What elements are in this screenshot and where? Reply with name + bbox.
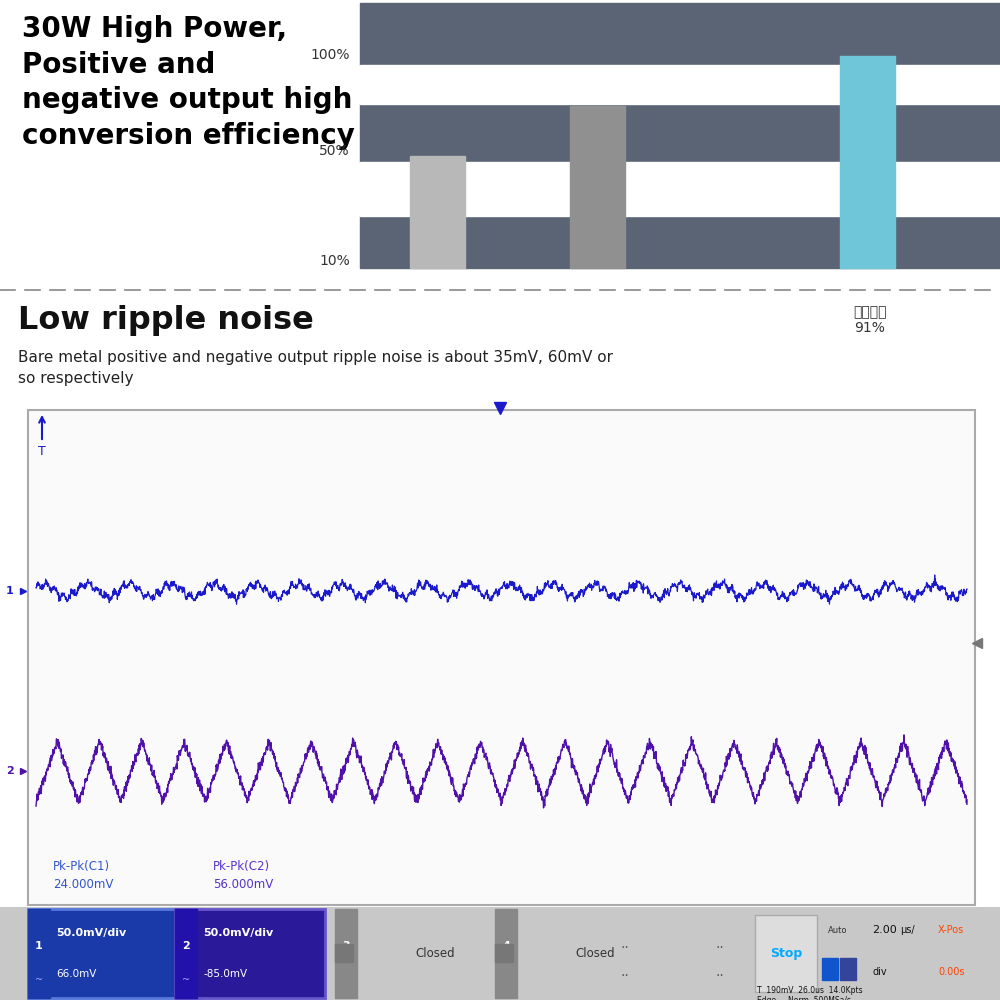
Text: 50.0mV/div: 50.0mV/div — [203, 928, 273, 938]
Bar — [570, 106, 625, 268]
Text: ..: .. — [621, 965, 629, 979]
Bar — [495, 909, 517, 998]
Text: 50%: 50% — [319, 144, 350, 158]
Text: 0.00s: 0.00s — [938, 967, 965, 977]
Text: 56.000mV: 56.000mV — [213, 878, 273, 891]
Bar — [28, 410, 975, 905]
Text: T: T — [38, 445, 46, 458]
Text: 1: 1 — [6, 586, 14, 596]
Text: 3: 3 — [342, 941, 350, 951]
Text: Auto: Auto — [828, 926, 848, 935]
Text: 4: 4 — [502, 941, 510, 951]
Bar — [175, 909, 325, 998]
Text: ..: .. — [716, 937, 724, 951]
Text: Pk-Pk(C1): Pk-Pk(C1) — [53, 860, 110, 873]
Bar — [755, 915, 817, 992]
Text: 100%: 100% — [310, 48, 350, 62]
Bar — [28, 909, 50, 998]
Bar — [175, 909, 197, 998]
Text: 10%: 10% — [319, 254, 350, 268]
Bar — [335, 944, 353, 962]
Text: Stop: Stop — [770, 947, 802, 960]
Bar — [360, 3, 1000, 65]
Text: ~: ~ — [182, 975, 190, 985]
Bar — [360, 65, 1000, 104]
Bar — [0, 907, 1000, 1000]
Text: 30W High Power,
Positive and
negative output high
conversion efficiency: 30W High Power, Positive and negative ou… — [22, 15, 355, 150]
Bar — [360, 216, 1000, 268]
Text: X-Pos: X-Pos — [938, 925, 964, 935]
Bar — [360, 162, 1000, 216]
Bar — [822, 958, 838, 980]
Bar — [360, 104, 1000, 162]
Bar — [840, 56, 895, 268]
Bar — [495, 944, 513, 962]
Text: ..: .. — [621, 937, 629, 951]
Text: -85.0mV: -85.0mV — [203, 969, 247, 979]
Text: 2: 2 — [6, 766, 14, 776]
Bar — [335, 909, 357, 998]
Text: 24.000mV: 24.000mV — [53, 878, 113, 891]
Text: 效率高达
91%: 效率高达 91% — [853, 305, 887, 335]
Text: 1: 1 — [35, 941, 43, 951]
Text: Bare metal positive and negative output ripple noise is about 35mV, 60mV or
so r: Bare metal positive and negative output … — [18, 350, 613, 386]
Bar — [28, 909, 200, 998]
Text: Closed: Closed — [415, 947, 455, 960]
Text: Low ripple noise: Low ripple noise — [18, 305, 314, 336]
Bar — [410, 156, 465, 268]
Text: ~: ~ — [35, 975, 43, 985]
Text: 50.0mV/div: 50.0mV/div — [56, 928, 126, 938]
Text: Edge     Norm  500MSa/s: Edge Norm 500MSa/s — [757, 996, 851, 1000]
Text: 2: 2 — [182, 941, 190, 951]
Text: 2.00: 2.00 — [872, 925, 897, 935]
Text: ..: .. — [716, 965, 724, 979]
Text: Pk-Pk(C2): Pk-Pk(C2) — [213, 860, 270, 873]
Text: Closed: Closed — [575, 947, 615, 960]
Text: div: div — [872, 967, 887, 977]
Text: 66.0mV: 66.0mV — [56, 969, 96, 979]
Bar — [840, 958, 856, 980]
Text: T  190mV  26.0us  14.0Kpts: T 190mV 26.0us 14.0Kpts — [757, 986, 863, 995]
Text: μs/: μs/ — [900, 925, 915, 935]
